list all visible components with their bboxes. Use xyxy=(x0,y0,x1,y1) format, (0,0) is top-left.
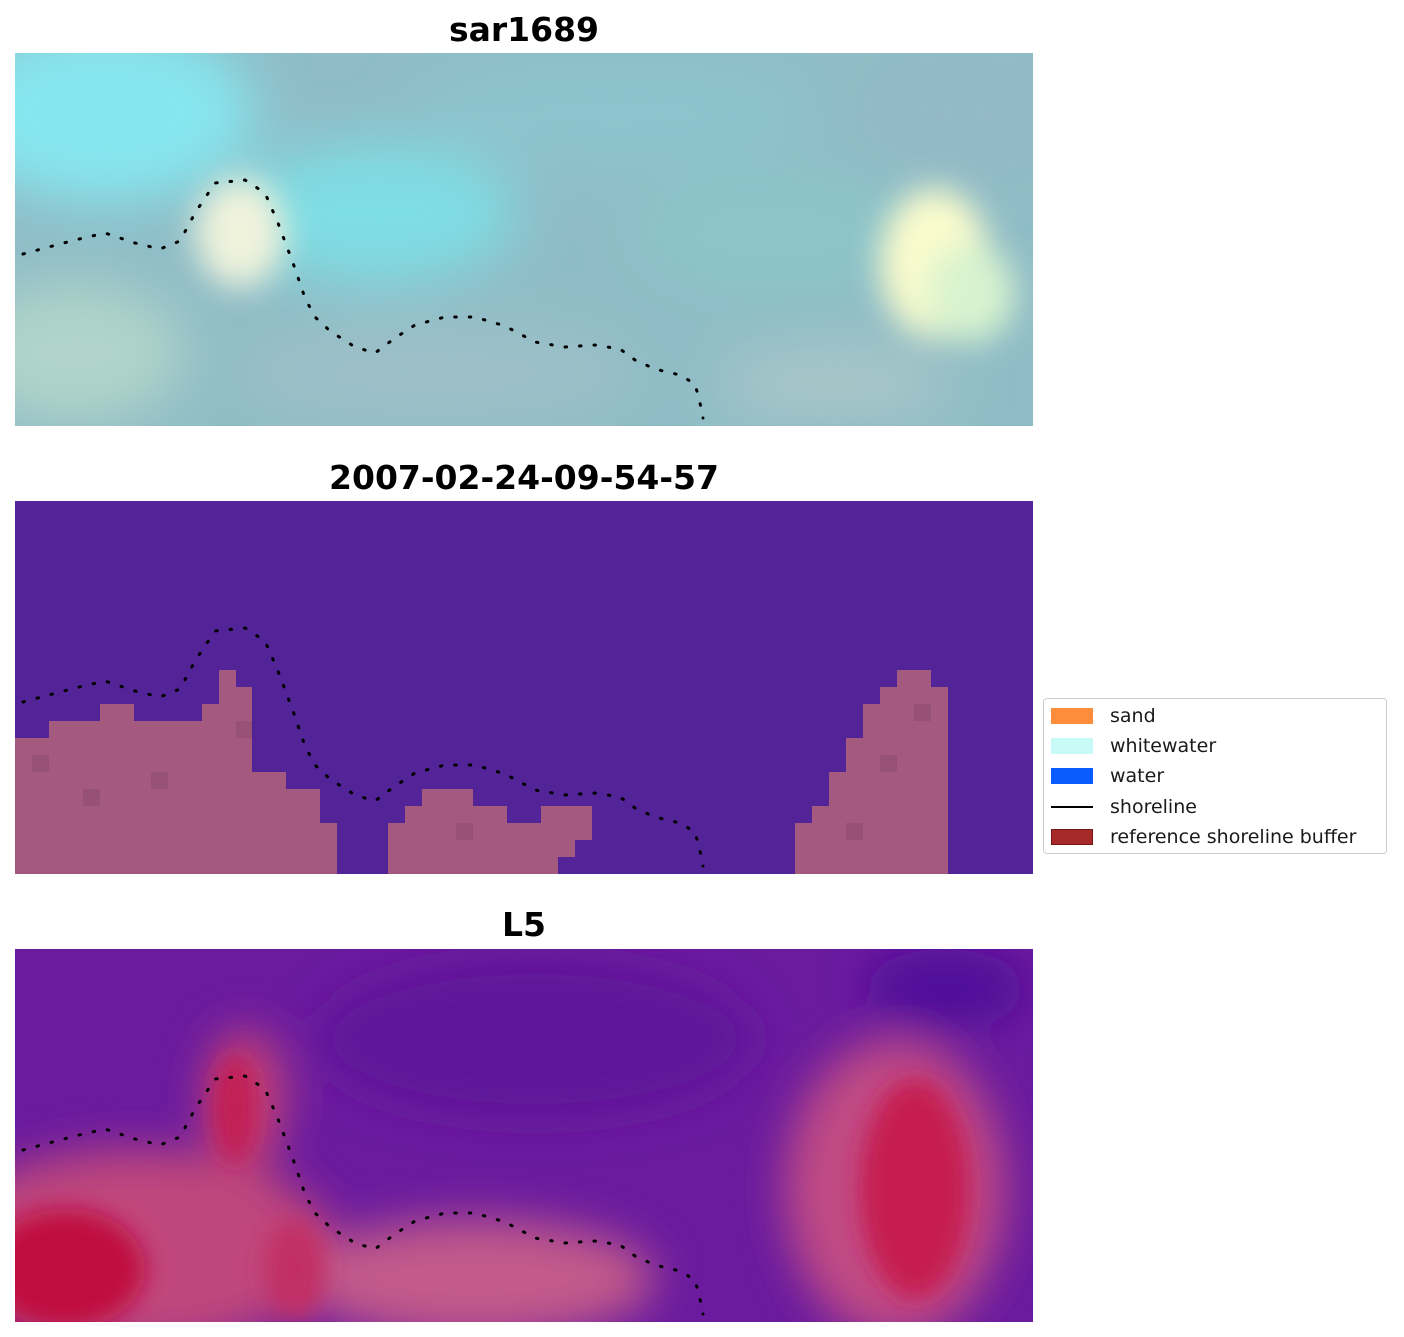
legend-swatch-reference-buffer xyxy=(1051,829,1093,845)
legend-label-whitewater: whitewater xyxy=(1110,735,1217,757)
classification-panel xyxy=(15,501,1033,874)
legend-item-reference-buffer: reference shoreline buffer xyxy=(1051,826,1356,848)
classification-image xyxy=(15,501,1033,874)
buffer-region-left xyxy=(15,670,337,874)
legend-label-sand: sand xyxy=(1110,705,1156,727)
buffer-region-right xyxy=(795,670,948,874)
legend-item-sand: sand xyxy=(1051,705,1156,727)
legend-swatch-whitewater xyxy=(1051,738,1093,754)
legend-swatch-water xyxy=(1051,768,1093,784)
panel-title-band: L5 xyxy=(502,905,546,944)
legend-swatch-sand xyxy=(1051,708,1093,724)
buffer-region-middle xyxy=(388,789,592,874)
legend-label-reference-buffer: reference shoreline buffer xyxy=(1110,826,1357,848)
legend-label-water: water xyxy=(1110,765,1165,787)
band-panel xyxy=(15,949,1033,1322)
sar-image-panel xyxy=(15,53,1033,426)
legend-label-shoreline: shoreline xyxy=(1110,796,1197,818)
legend: sand whitewater water shoreline referenc… xyxy=(1043,698,1387,854)
legend-item-whitewater: whitewater xyxy=(1051,735,1216,757)
panel-title-classification: 2007-02-24-09-54-57 xyxy=(329,458,719,497)
legend-item-shoreline: shoreline xyxy=(1051,796,1197,818)
sar-image xyxy=(15,53,1033,426)
legend-item-water: water xyxy=(1051,765,1164,787)
panel-title-sar: sar1689 xyxy=(448,10,600,49)
legend-line-shoreline xyxy=(1051,806,1093,808)
band-image xyxy=(15,949,1033,1322)
